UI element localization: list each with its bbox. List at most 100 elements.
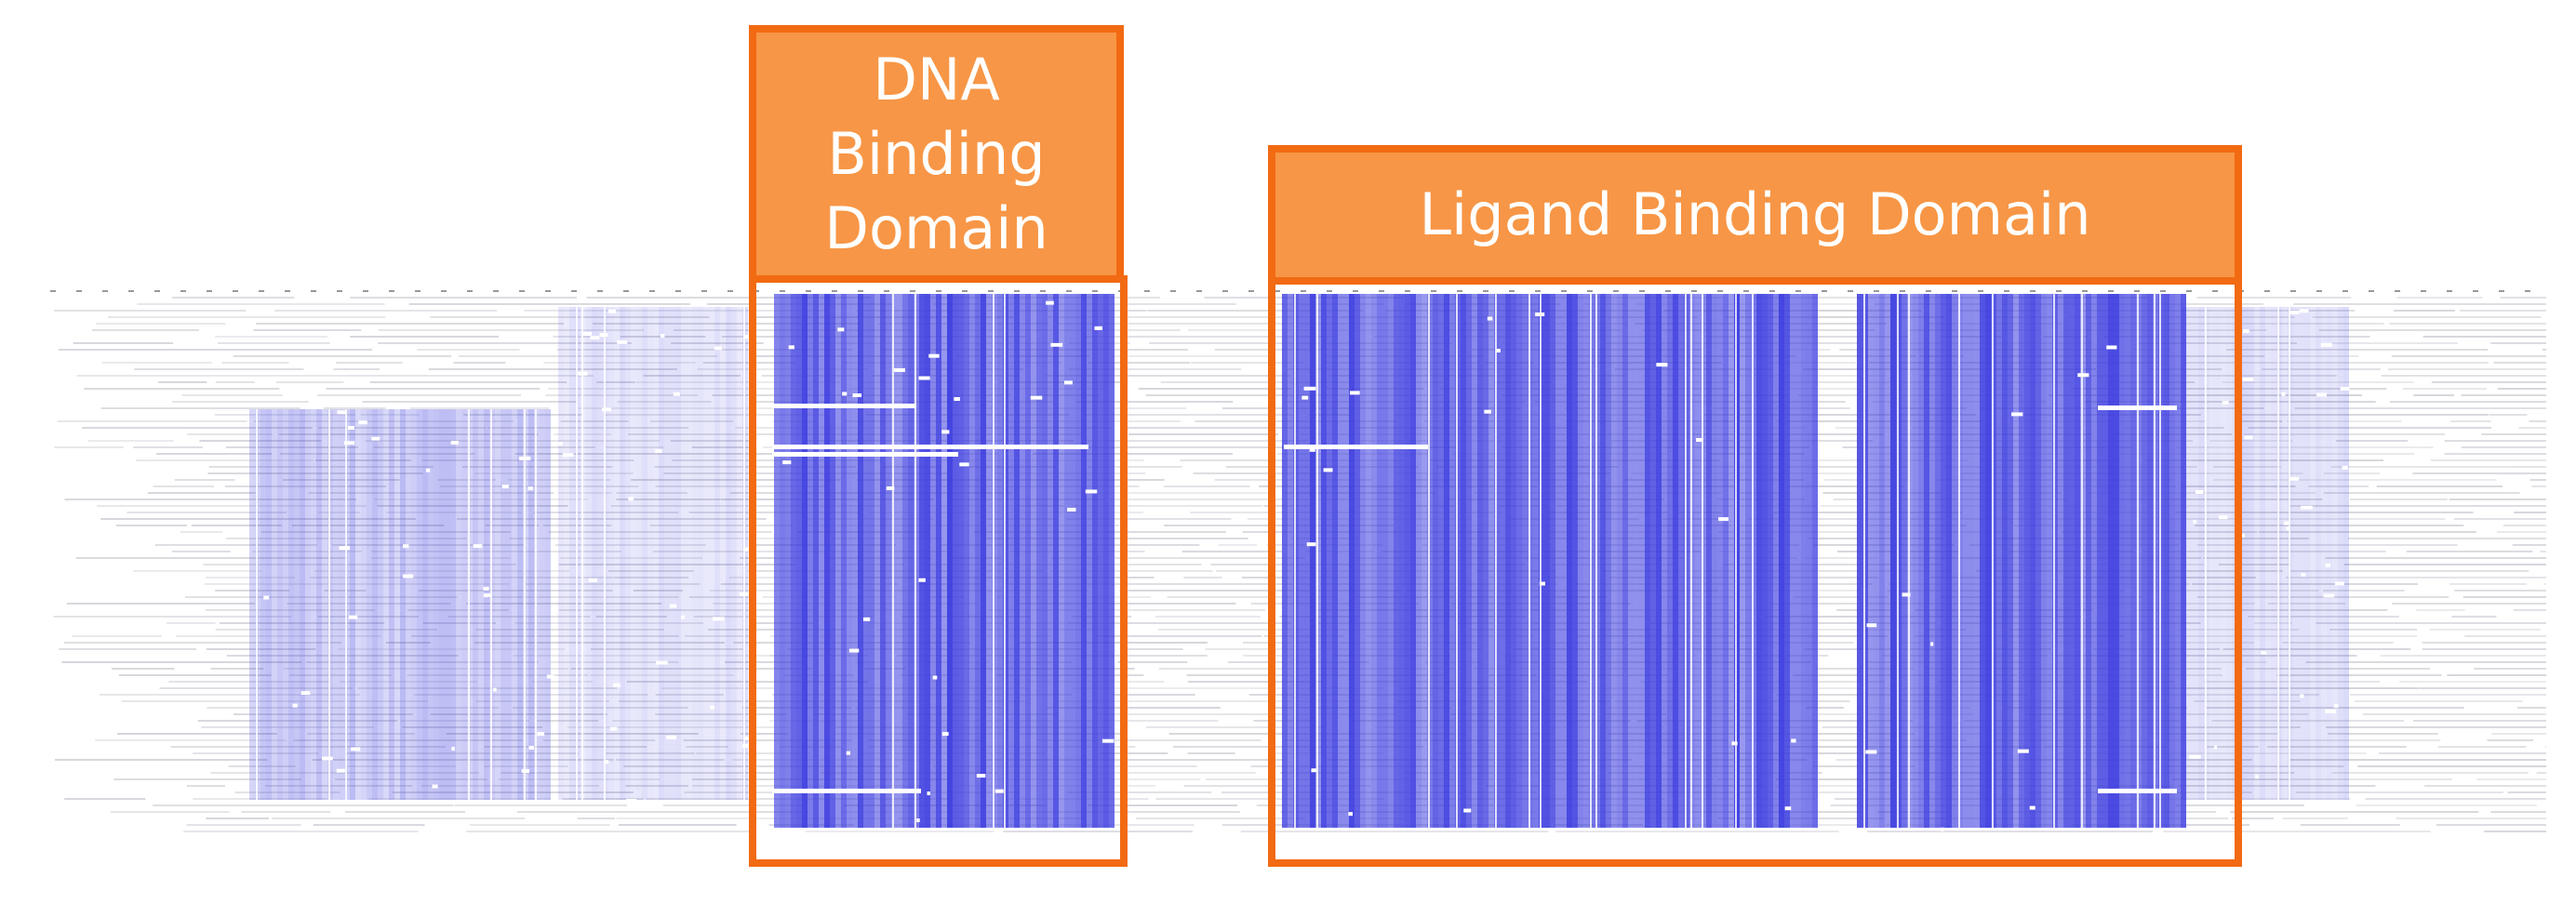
conserved-column [322, 409, 327, 800]
residue-gap [739, 592, 748, 597]
conserved-column [731, 307, 737, 800]
sequence-row [607, 570, 694, 572]
sequence-row [291, 525, 445, 526]
sequence-row [2222, 381, 2414, 383]
column-gap [2081, 294, 2083, 828]
residue-gap [537, 732, 545, 737]
sequence-row [100, 518, 416, 520]
residue-gap [612, 683, 621, 687]
conserved-column [941, 294, 947, 828]
conserved-column [1433, 294, 1438, 828]
sequence-row [805, 831, 994, 832]
conserved-column [2310, 307, 2316, 800]
conserved-column [2321, 307, 2327, 800]
sequence-row [2429, 629, 2541, 631]
sequence-row [2514, 512, 2546, 513]
column-gap [993, 294, 994, 828]
sequence-row [447, 616, 591, 618]
sequence-row [1787, 485, 1905, 487]
sequence-row [2357, 765, 2546, 767]
sequence-row [2540, 551, 2546, 552]
sequence-row [1119, 590, 1404, 592]
residue-gap [582, 331, 593, 336]
conserved-column [1070, 294, 1075, 828]
conserved-column [260, 409, 266, 800]
sequence-row [2326, 726, 2546, 728]
sequence-row [461, 466, 613, 468]
sequence-row [2354, 700, 2524, 702]
conserved-column [2215, 307, 2221, 800]
conserved-column [835, 294, 841, 828]
residue-gap [2325, 709, 2336, 713]
sequence-row [2120, 472, 2303, 474]
sequence-row [2312, 316, 2542, 318]
residue-gap [2244, 435, 2253, 440]
conserved-column [2338, 307, 2343, 800]
sequence-row [1121, 427, 1317, 429]
conserved-column [517, 409, 523, 800]
sequence-row [2111, 499, 2323, 500]
sequence-row [331, 544, 524, 546]
sequence-row [498, 778, 661, 780]
sequence-row [2380, 655, 2546, 657]
sequence-row [2449, 499, 2546, 500]
sequence-row [82, 427, 313, 429]
sequence-row [373, 446, 595, 448]
conserved-column [1092, 294, 1098, 828]
conserved-column [2221, 307, 2226, 800]
sequence-row [1056, 323, 1341, 325]
column-gap [2205, 307, 2207, 800]
sequence-row [63, 642, 342, 644]
column-gap [535, 409, 537, 800]
column-gap [1456, 294, 1458, 828]
residue-gap [1539, 581, 1545, 586]
sequence-row [1147, 310, 1364, 312]
residue-gap [1301, 395, 1309, 400]
sequence-row [413, 694, 648, 696]
conserved-column [2187, 307, 2193, 800]
conserved-column [1516, 294, 1522, 828]
sequence-row [631, 479, 841, 481]
sequence-row [100, 407, 300, 409]
sequence-row [1100, 752, 1168, 754]
conserved-column [653, 307, 659, 800]
column-gap [743, 307, 745, 800]
sequence-row [402, 726, 543, 728]
residue-gap [2301, 505, 2313, 510]
sequence-row [2226, 349, 2489, 351]
sequence-row [411, 635, 679, 637]
residue-gap [1306, 542, 1316, 547]
residue-gap [527, 486, 534, 491]
sequence-row [170, 746, 446, 748]
conserved-column [417, 409, 422, 800]
conserved-column [411, 409, 417, 800]
sequence-row [219, 622, 385, 624]
conserved-column [2293, 307, 2299, 800]
sequence-row [385, 512, 523, 513]
conserved-column [958, 294, 964, 828]
sequence-row [283, 668, 569, 670]
sequence-row [1183, 785, 1371, 787]
conserved-column [1673, 294, 1678, 828]
conserved-column [461, 409, 467, 800]
conserved-column [2164, 294, 2169, 828]
conserved-column [1483, 294, 1488, 828]
sequence-row [2196, 544, 2458, 546]
sequence-row [1067, 791, 1211, 793]
sequence-row [2362, 713, 2546, 715]
residue-gap [2011, 412, 2023, 417]
conserved-column [2265, 307, 2271, 800]
sequence-row [58, 349, 373, 351]
sequence-row [168, 681, 331, 683]
sequence-row [612, 720, 753, 722]
sequence-row [725, 661, 805, 663]
conserved-column [1611, 294, 1617, 828]
column-gap [2277, 307, 2279, 800]
residue-gap [1094, 326, 1102, 330]
column-gap [1540, 294, 1542, 828]
sequence-row [548, 388, 812, 390]
conserved-column [1477, 294, 1483, 828]
conserved-column [1505, 294, 1511, 828]
conserved-column [964, 294, 969, 828]
sequence-row [2176, 446, 2434, 448]
